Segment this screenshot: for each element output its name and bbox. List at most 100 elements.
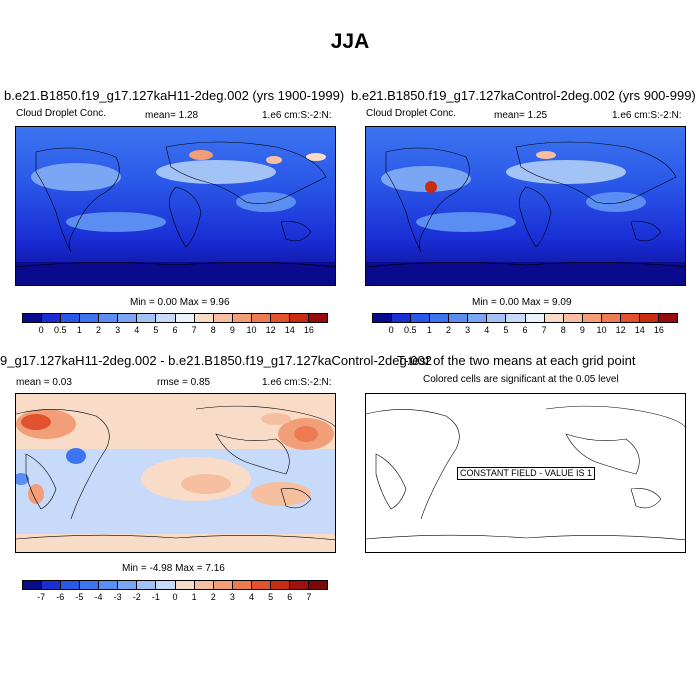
- panel1-mean: mean= 1.28: [145, 110, 199, 121]
- colorbar-swatch: [118, 314, 138, 322]
- colorbar-swatch: [251, 581, 271, 589]
- colorbar-tick-label: 3: [229, 592, 235, 602]
- panel3-rmse: rmse = 0.85: [157, 377, 211, 388]
- panel3-minmax: Min = -4.98 Max = 7.16: [122, 563, 225, 574]
- colorbar-tick-label: 16: [303, 325, 314, 335]
- colorbar-tick-label: 3: [115, 325, 121, 335]
- colorbar-swatch: [563, 314, 583, 322]
- panel1-variable-label: Cloud Droplet Conc.: [16, 108, 107, 119]
- colorbar-swatch: [289, 314, 309, 322]
- colorbar-tick-label: 1: [426, 325, 432, 335]
- colorbar-tick-label: 0: [388, 325, 394, 335]
- panel2-units: 1.e6 cm:S:-2:N:: [612, 110, 682, 121]
- panel2-mean: mean= 1.25: [494, 110, 548, 121]
- colorbar-swatch: [194, 314, 214, 322]
- colorbar-tick-label: 4: [484, 325, 490, 335]
- colorbar-tick-label: 14: [634, 325, 645, 335]
- panel2-case-title: b.e21.B1850.f19_g17.127kaControl-2deg.00…: [351, 88, 696, 103]
- colorbar-tick-label: 14: [284, 325, 295, 335]
- colorbar-swatch: [99, 581, 119, 589]
- colorbar-swatch: [61, 314, 81, 322]
- colorbar-swatch: [411, 314, 431, 322]
- colorbar-swatch: [582, 314, 602, 322]
- colorbar-tick-label: 2: [95, 325, 102, 335]
- colorbar-swatch: [506, 314, 526, 322]
- panel1-colorbar-labels: 0 0.5 1 2 3 4 5 6 7 8 9 10 12 14 16: [22, 325, 328, 337]
- panel2-variable-label: Cloud Droplet Conc.: [366, 108, 457, 119]
- colorbar-tick-label: 10: [246, 325, 257, 335]
- colorbar-swatch: [449, 314, 469, 322]
- colorbar-swatch: [601, 314, 621, 322]
- colorbar-swatch: [468, 314, 488, 322]
- colorbar-swatch: [392, 314, 412, 322]
- colorbar-tick-label: 1: [191, 592, 197, 602]
- colorbar-tick-label: 0.5: [403, 325, 417, 335]
- colorbar-tick-label: 6: [522, 325, 528, 335]
- colorbar-swatch: [137, 581, 157, 589]
- colorbar-tick-label: 1: [76, 325, 82, 335]
- colorbar-swatch: [639, 314, 659, 322]
- colorbar-swatch: [251, 314, 271, 322]
- colorbar-tick-label: 0: [172, 592, 178, 602]
- colorbar-swatch: [213, 581, 233, 589]
- colorbar-tick-label: -3: [113, 592, 122, 602]
- colorbar-swatch: [194, 581, 214, 589]
- colorbar-swatch: [156, 581, 176, 589]
- panel3-mean: mean = 0.03: [16, 377, 72, 388]
- colorbar-swatch: [373, 314, 393, 322]
- colorbar-swatch: [213, 314, 233, 322]
- panel2-minmax: Min = 0.00 Max = 9.09: [472, 297, 572, 308]
- colorbar-tick-label: 9: [229, 325, 235, 335]
- colorbar-swatch: [232, 314, 252, 322]
- colorbar-tick-label: 4: [248, 592, 255, 602]
- panel1-map: [15, 126, 336, 286]
- colorbar-tick-label: 9: [579, 325, 585, 335]
- colorbar-tick-label: 6: [287, 592, 293, 602]
- panel2-map: [365, 126, 686, 286]
- colorbar-tick-label: 12: [615, 325, 626, 335]
- panel1-case-title: b.e21.B1850.f19_g17.127kaH11-2deg.002 (y…: [4, 88, 345, 103]
- colorbar-tick-label: 5: [268, 592, 274, 602]
- colorbar-tick-label: 0.5: [53, 325, 67, 335]
- colorbar-swatch: [80, 314, 100, 322]
- panel1-colorbar: [22, 313, 328, 323]
- panel2-colorbar-labels: 0 0.5 1 2 3 4 5 6 7 8 9 10 12 14 16: [372, 325, 678, 337]
- colorbar-swatch: [544, 314, 564, 322]
- panel4-title: T-test of the two means at each grid poi…: [397, 353, 636, 368]
- colorbar-swatch: [620, 314, 640, 322]
- panel3-colorbar-labels: -7 -6 -5 -4 -3 -2 -1 0 1 2 3 4 5 6 7: [22, 592, 328, 604]
- colorbar-swatch: [99, 314, 119, 322]
- colorbar-tick-label: 16: [653, 325, 664, 335]
- colorbar-swatch: [232, 581, 252, 589]
- colorbar-tick-label: -4: [94, 592, 103, 602]
- colorbar-tick-label: 4: [134, 325, 140, 335]
- colorbar-tick-label: 10: [596, 325, 607, 335]
- colorbar-tick-label: 5: [503, 325, 509, 335]
- colorbar-tick-label: 2: [210, 592, 216, 602]
- panel3-colorbar: [22, 580, 328, 590]
- colorbar-tick-label: 7: [191, 325, 197, 335]
- panel3-diff-title: 9_g17.127kaH11-2deg.002 - b.e21.B1850.f1…: [0, 353, 432, 368]
- colorbar-swatch: [137, 314, 157, 322]
- colorbar-tick-label: -1: [151, 592, 160, 602]
- colorbar-swatch: [23, 581, 43, 589]
- panel3-map: [15, 393, 336, 553]
- colorbar-swatch: [270, 581, 290, 589]
- colorbar-swatch: [525, 314, 545, 322]
- constant-field-notice: CONSTANT FIELD - VALUE IS 1: [457, 467, 596, 480]
- colorbar-swatch: [61, 581, 81, 589]
- colorbar-swatch: [175, 314, 195, 322]
- panel3-units: 1.e6 cm:S:-2:N:: [262, 377, 332, 388]
- colorbar-tick-label: 5: [153, 325, 159, 335]
- colorbar-swatch: [658, 314, 677, 322]
- colorbar-tick-label: 12: [265, 325, 276, 335]
- colorbar-swatch: [156, 314, 176, 322]
- colorbar-swatch: [270, 314, 290, 322]
- panel1-units: 1.e6 cm:S:-2:N:: [262, 110, 332, 121]
- colorbar-tick-label: -5: [75, 592, 84, 602]
- colorbar-tick-label: 6: [172, 325, 178, 335]
- panel2-colorbar: [372, 313, 678, 323]
- colorbar-tick-label: -6: [56, 592, 65, 602]
- colorbar-tick-label: 2: [445, 325, 452, 335]
- colorbar-tick-label: -2: [132, 592, 141, 602]
